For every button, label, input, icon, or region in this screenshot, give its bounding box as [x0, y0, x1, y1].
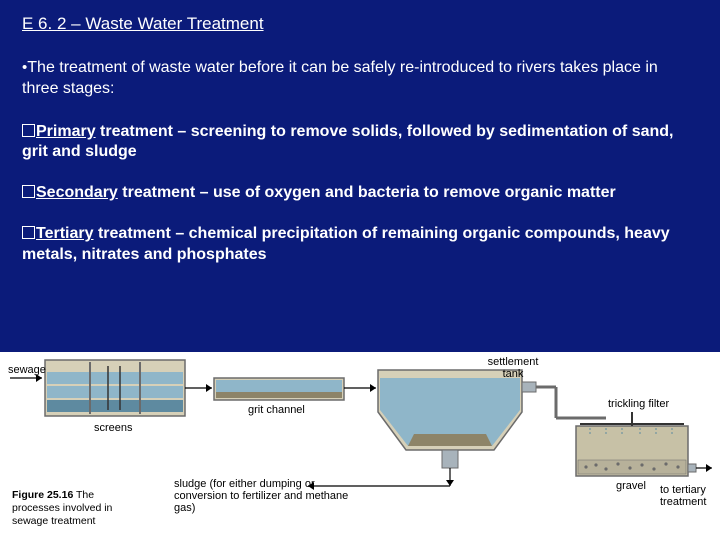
label-sewage: sewage: [8, 364, 46, 376]
stage2-rest: treatment – use of oxygen and bacteria t…: [118, 184, 616, 201]
stage2-name: Secondary: [36, 184, 118, 201]
box-icon: [22, 124, 35, 137]
stage-primary: Primary treatment – screening to remove …: [22, 122, 698, 164]
box-icon: [22, 226, 35, 239]
intro-text: •The treatment of waste water before it …: [22, 58, 698, 100]
figure-number: Figure 25.16: [12, 489, 73, 501]
stage3-rest: treatment – chemical precipitation of re…: [22, 225, 670, 263]
label-gravel: gravel: [616, 480, 646, 492]
stage1-name: Primary: [36, 123, 96, 140]
stage1-rest: treatment – screening to remove solids, …: [22, 123, 674, 161]
label-to-tertiary: to tertiary treatment: [660, 484, 716, 508]
label-screens: screens: [94, 422, 133, 434]
stage3-name: Tertiary: [36, 225, 94, 242]
slide-title: E 6. 2 – Waste Water Treatment: [22, 14, 698, 34]
process-diagram: sewage screens grit channel sludge (for …: [0, 352, 720, 540]
label-settlement-tank: settlement tank: [478, 356, 548, 380]
label-sludge: sludge (for either dumping or conversion…: [174, 478, 364, 514]
intro-body: The treatment of waste water before it c…: [22, 59, 658, 97]
box-icon: [22, 185, 35, 198]
figure-caption: Figure 25.16 The processes involved in s…: [12, 489, 142, 528]
label-grit-channel: grit channel: [248, 404, 305, 416]
label-trickling-filter: trickling filter: [608, 398, 669, 410]
stage-secondary: Secondary treatment – use of oxygen and …: [22, 183, 698, 204]
stage-tertiary: Tertiary treatment – chemical precipitat…: [22, 224, 698, 266]
